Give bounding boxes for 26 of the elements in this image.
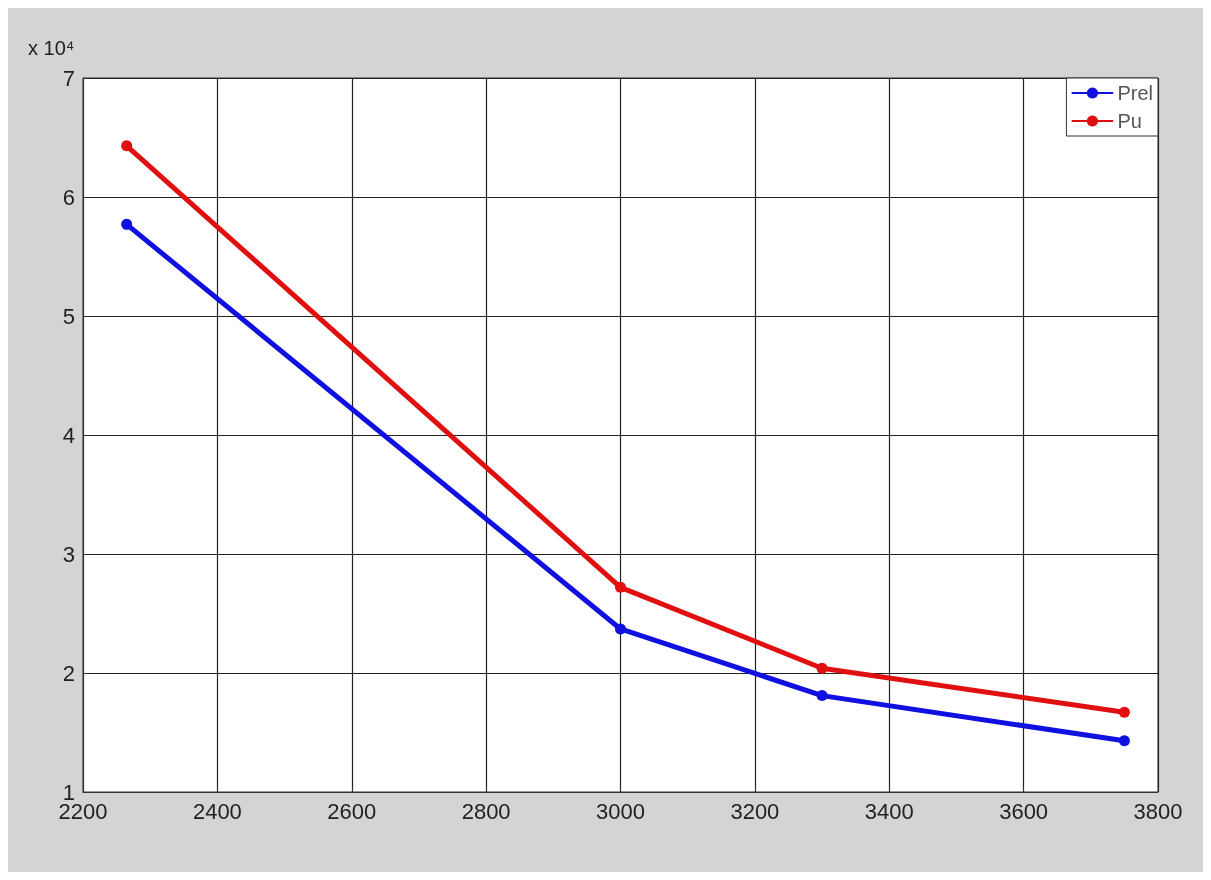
x-tick-label: 3800 <box>1133 798 1183 824</box>
y-tick-label: 5 <box>62 303 75 329</box>
y-tick-label: 4 <box>62 422 75 448</box>
y-tick-label: 3 <box>62 541 75 567</box>
point <box>615 623 626 635</box>
point <box>1118 735 1130 747</box>
point <box>121 140 133 152</box>
point <box>1118 706 1130 718</box>
point <box>816 662 828 674</box>
x-tick-label: 3000 <box>596 798 645 824</box>
x-tick-label: 3600 <box>999 798 1049 824</box>
legend-label: Prel <box>1117 82 1154 104</box>
x-tick-label: 3400 <box>864 798 914 824</box>
y-tick-label: 7 <box>62 65 75 91</box>
point <box>615 581 626 593</box>
x-tick-label: 2400 <box>192 798 242 824</box>
point <box>816 690 828 702</box>
legend-label: Pu <box>1117 110 1142 132</box>
text: x 10⁴ <box>28 37 75 59</box>
point <box>121 218 133 230</box>
y-tick-label: 2 <box>62 660 75 686</box>
y-tick-label: 1 <box>62 779 75 805</box>
x-tick-label: 3200 <box>730 798 780 824</box>
x-tick-label: 2800 <box>461 798 511 824</box>
x-tick-label: 2600 <box>327 798 377 824</box>
y-tick-label: 6 <box>62 184 75 210</box>
